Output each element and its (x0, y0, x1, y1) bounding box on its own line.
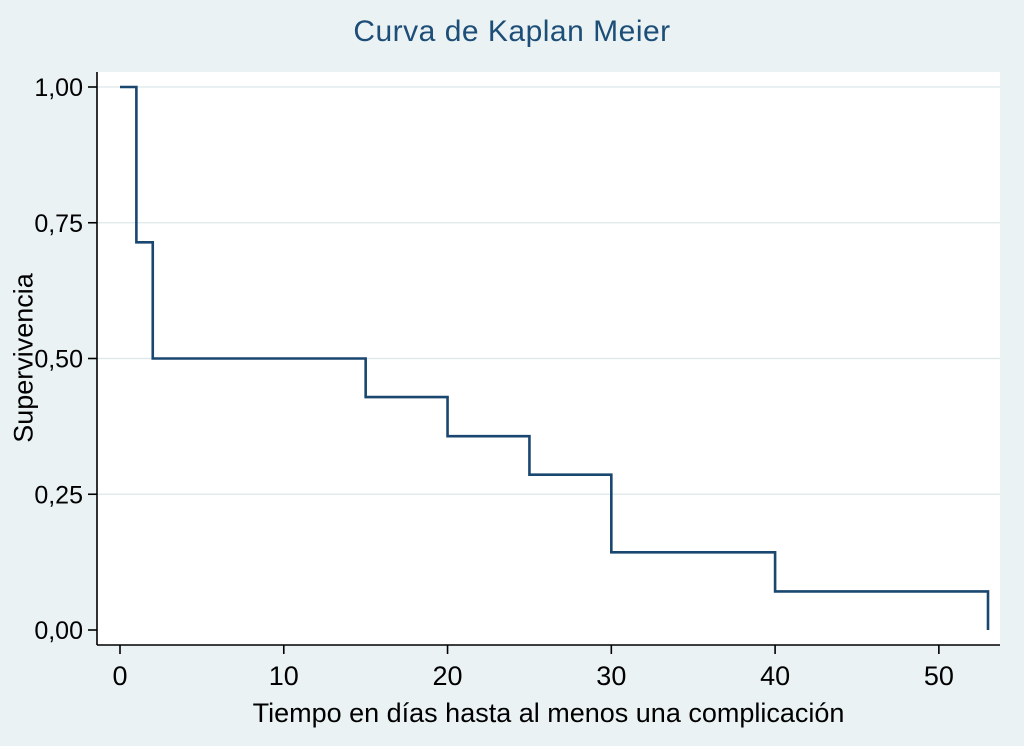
survival-step-line (120, 85, 990, 630)
y-tick-label: 0,00 (34, 617, 83, 645)
survival-plot: 0,00 0,25 0,50 0,75 1,00 0 10 20 30 40 50 (34, 72, 1000, 691)
y-tick-label: 0,50 (34, 346, 83, 374)
x-tick-label: 30 (596, 661, 626, 691)
y-tick-label: 0,75 (34, 210, 83, 238)
y-tick-label: 1,00 (34, 74, 83, 102)
y-tick-label: 0,25 (34, 481, 83, 509)
x-tick-label: 0 (112, 661, 127, 691)
x-tick-label: 50 (924, 661, 954, 691)
x-tick-label: 20 (433, 661, 463, 691)
x-tick-label: 40 (760, 661, 790, 691)
x-axis-label: Tiempo en días hasta al menos una compli… (252, 698, 845, 728)
x-tick-label: 10 (269, 661, 299, 691)
chart-title: Curva de Kaplan Meier (353, 15, 671, 48)
